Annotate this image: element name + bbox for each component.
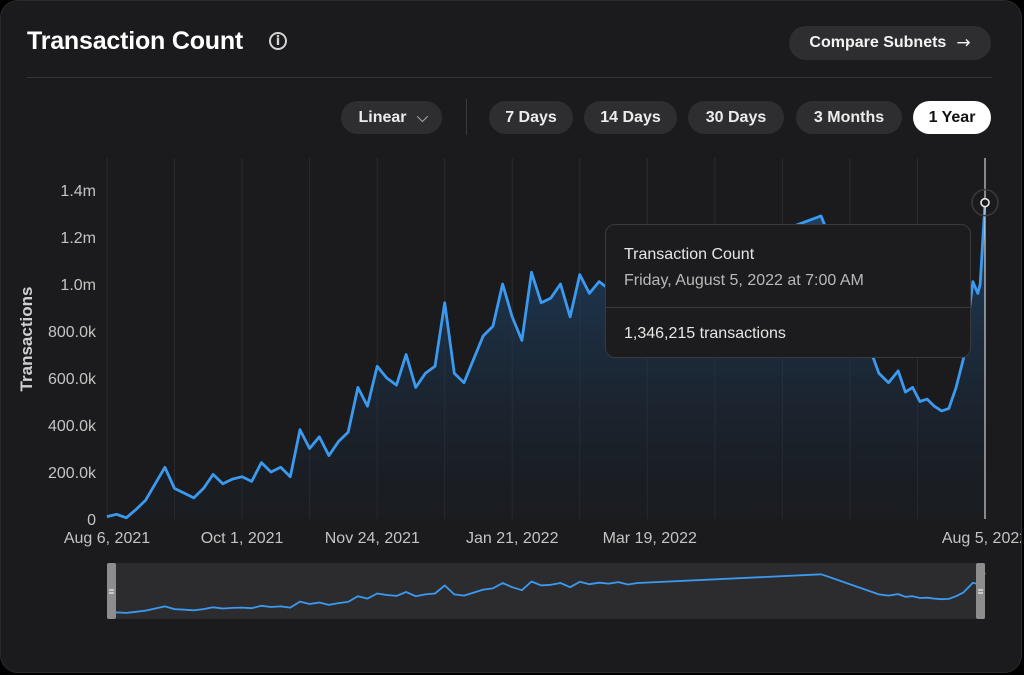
scale-select-label: Linear bbox=[358, 108, 407, 126]
navigator-series-line bbox=[106, 572, 986, 614]
compare-subnets-button[interactable]: Compare Subnets → bbox=[789, 26, 991, 60]
x-tick-label: Mar 19, 2022 bbox=[603, 530, 697, 547]
x-tick-label: Nov 24, 2021 bbox=[325, 530, 420, 547]
tooltip-value: 1,346,215 transactions bbox=[624, 325, 786, 342]
x-tick-label: Jan 21, 2022 bbox=[466, 530, 559, 547]
y-tick-label: 0 bbox=[87, 512, 96, 529]
tooltip-date: Friday, August 5, 2022 at 7:00 AM bbox=[624, 272, 864, 289]
tooltip-divider bbox=[606, 307, 970, 308]
y-tick-label: 200.0k bbox=[48, 465, 97, 482]
y-tick-label: 600.0k bbox=[48, 371, 97, 388]
y-axis-label: Transactions bbox=[17, 287, 36, 392]
x-axis-ticks: Aug 6, 2021 Oct 1, 2021 Nov 24, 2021 Jan 21… bbox=[64, 530, 1021, 547]
y-tick-label: 400.0k bbox=[48, 418, 97, 435]
range-1-year-button[interactable]: 1 Year bbox=[913, 101, 991, 134]
y-tick-label: 800.0k bbox=[48, 324, 97, 341]
x-tick-label: Oct 1, 2021 bbox=[201, 530, 284, 547]
scale-select[interactable]: Linear bbox=[341, 101, 442, 134]
arrow-right-icon: → bbox=[956, 33, 971, 53]
range-3-months-button[interactable]: 3 Months bbox=[796, 101, 902, 134]
controls-separator bbox=[466, 99, 467, 135]
x-tick-label: Aug 5, 2022 bbox=[942, 530, 1021, 547]
x-tick-label: Aug 6, 2021 bbox=[64, 530, 150, 547]
range-navigator[interactable] bbox=[106, 563, 986, 619]
y-tick-label: 1.0m bbox=[60, 277, 96, 294]
tooltip-title: Transaction Count bbox=[624, 246, 755, 263]
y-axis-ticks: 0 200.0k 400.0k 600.0k 800.0k 1.0m 1.2m 1.4m bbox=[48, 183, 97, 529]
info-icon[interactable]: i bbox=[269, 32, 287, 50]
navigator-left-handle[interactable] bbox=[107, 563, 116, 619]
hover-point bbox=[980, 197, 990, 208]
navigator-right-handle[interactable] bbox=[976, 563, 985, 619]
navigator-track bbox=[107, 563, 985, 619]
range-30-days-button[interactable]: 30 Days bbox=[688, 101, 784, 134]
hover-point-halo bbox=[971, 188, 999, 217]
header-divider bbox=[27, 77, 992, 78]
range-14-days-button[interactable]: 14 Days bbox=[584, 101, 677, 134]
y-tick-label: 1.4m bbox=[60, 183, 96, 200]
page-title: Transaction Count bbox=[27, 27, 244, 55]
range-7-days-button[interactable]: 7 Days bbox=[489, 101, 573, 134]
series-line bbox=[106, 202, 987, 520]
y-tick-label: 1.2m bbox=[60, 230, 96, 247]
compare-subnets-label: Compare Subnets bbox=[809, 34, 947, 51]
chart-tooltip: Transaction Count Friday, August 5, 2022… bbox=[605, 224, 971, 358]
